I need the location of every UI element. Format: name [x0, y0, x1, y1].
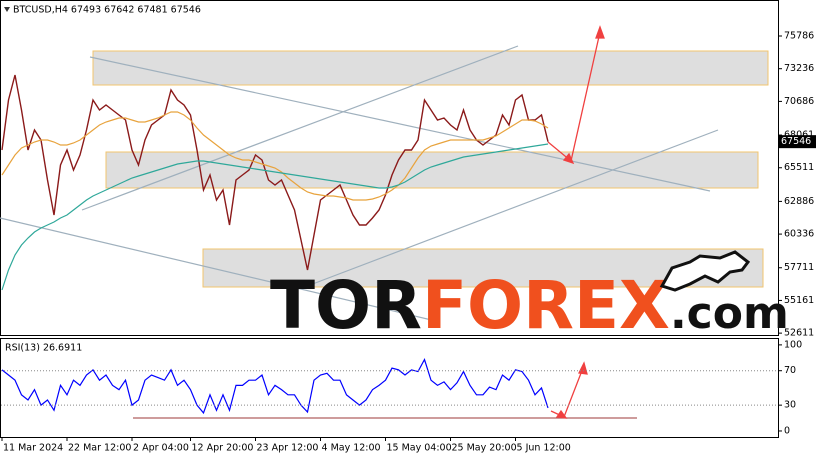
y-tick-label: 70686 — [784, 96, 814, 107]
arrowhead — [562, 152, 575, 165]
x-tick-label: 2 Apr 04:00 — [133, 443, 189, 454]
x-tick-label: 5 Jun 12:00 — [517, 443, 571, 454]
y-tick-label: 75786 — [784, 31, 814, 42]
trendline — [81, 45, 519, 211]
y-tick-label: 70 — [784, 365, 796, 376]
watermark: TORFOREX.com — [270, 250, 789, 344]
x-tick-label: 23 Apr 12:00 — [257, 443, 319, 454]
x-tick-label: 12 Apr 20:00 — [192, 443, 254, 454]
rsi-title: RSI(13) 26.6911 — [5, 343, 82, 354]
y-tick-label: 68061 — [784, 130, 814, 141]
x-tick-label: 25 May 20:00 — [452, 443, 517, 454]
watermark-part: FOREX — [422, 267, 670, 344]
chart-title: BTCUSD,H4 67493 67642 67481 67546 — [13, 5, 201, 16]
watermark-part: .com — [670, 288, 789, 339]
y-tick-label: 52611 — [784, 328, 814, 339]
arrowhead — [578, 361, 588, 375]
y-tick-label: 73236 — [784, 63, 814, 74]
arrowhead — [595, 25, 605, 39]
y-tick-label: 65511 — [784, 162, 814, 173]
symbol-icon — [4, 7, 10, 12]
trendlines — [0, 45, 719, 323]
marks — [1, 74, 549, 415]
arrows — [133, 25, 637, 419]
price-box-label: 67546 — [781, 136, 811, 147]
y-tick-label: 57711 — [784, 262, 814, 273]
zone — [105, 151, 759, 189]
y-tick-label: 0 — [784, 425, 790, 436]
series-line — [1, 74, 549, 271]
trendline — [89, 56, 711, 192]
series-line — [1, 143, 549, 291]
y-tick-label: 62886 — [784, 196, 814, 207]
arrowhead — [555, 409, 568, 419]
x-tick-label: 4 May 12:00 — [322, 443, 381, 454]
watermark-part: TOR — [270, 267, 422, 344]
rsi-panel — [0, 338, 779, 438]
x-tick-label: 11 Mar 2024 — [3, 443, 63, 454]
watermark-text: TORFOREX.com — [270, 267, 789, 344]
bull-logo — [659, 250, 751, 292]
series-line — [1, 357, 549, 415]
series-line — [1, 111, 549, 201]
trendline — [309, 129, 719, 286]
x-tick-label: 22 Mar 12:00 — [68, 443, 131, 454]
zone — [92, 50, 769, 86]
y-tick-label: 100 — [784, 339, 802, 350]
y-tick-label: 30 — [784, 400, 796, 411]
trendline — [0, 217, 441, 323]
y-tick-label: 60336 — [784, 229, 814, 240]
price-box — [779, 135, 816, 149]
x-tick-label: 15 May 04:00 — [387, 443, 452, 454]
y-tick-label: 55161 — [784, 295, 814, 306]
